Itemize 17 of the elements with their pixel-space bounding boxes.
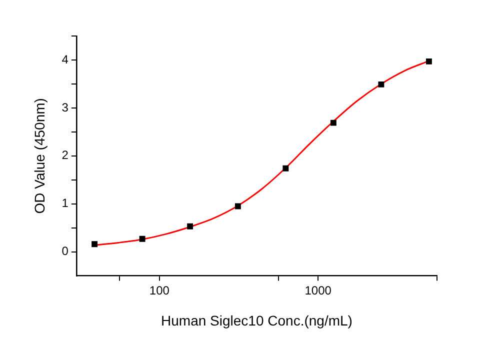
y-tick-label: 3 <box>62 100 69 114</box>
y-tick-label: 2 <box>62 148 69 162</box>
y-tick-label: 1 <box>62 196 69 210</box>
x-tick-label: 100 <box>149 283 170 298</box>
y-axis-title: OD Value (450nm) <box>31 98 48 214</box>
point <box>187 223 194 230</box>
x-axis-title: Human Siglec10 Conc.(ng/mL) <box>161 312 352 328</box>
point <box>282 165 289 172</box>
point <box>92 241 98 248</box>
point <box>426 58 432 64</box>
point <box>378 81 384 88</box>
point <box>139 236 146 242</box>
x-tick-label: 1000 <box>304 283 332 298</box>
point <box>330 120 336 126</box>
point <box>234 203 241 210</box>
y-tick-label: 0 <box>62 244 69 258</box>
y-tick-label: 4 <box>62 52 69 66</box>
